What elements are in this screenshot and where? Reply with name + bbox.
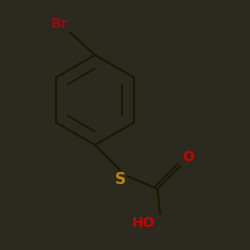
- Text: O: O: [182, 150, 194, 164]
- Text: HO: HO: [132, 216, 155, 230]
- Text: S: S: [114, 172, 126, 188]
- Text: Br: Br: [51, 17, 69, 31]
